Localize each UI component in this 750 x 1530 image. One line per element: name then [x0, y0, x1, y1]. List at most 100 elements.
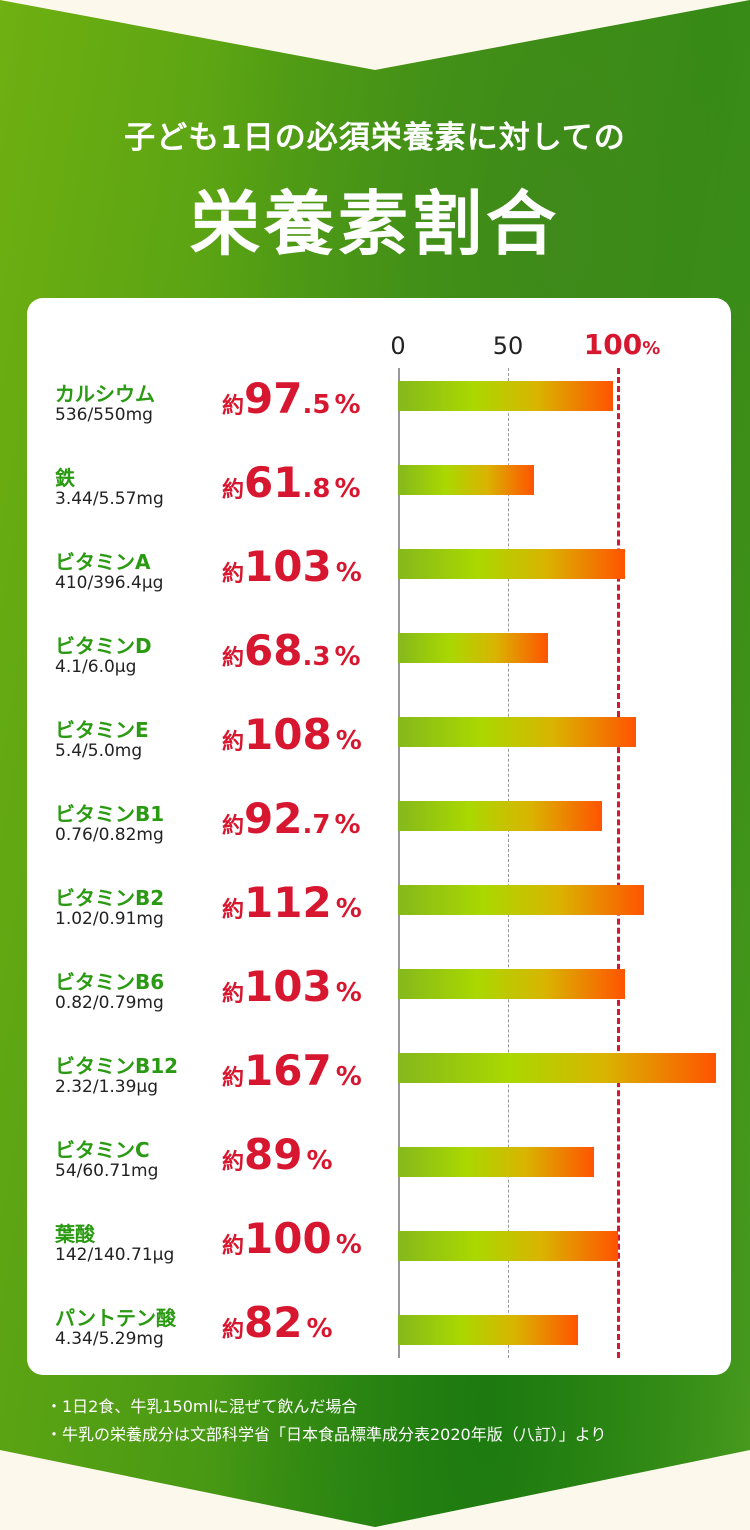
- chart-row: ビタミンD 4.1/6.0μg 約68.3%: [0, 626, 750, 714]
- data-label: 約89%: [222, 1130, 333, 1179]
- prefix: 約: [222, 394, 245, 419]
- chart-row: ビタミンC 54/60.71mg 約89%: [0, 1130, 750, 1218]
- bar: [398, 465, 534, 495]
- unit: %: [306, 1146, 333, 1176]
- unit: %: [334, 474, 361, 504]
- chart-card: [27, 298, 731, 1375]
- chart-row: ビタミンA 410/396.4μg 約103%: [0, 542, 750, 630]
- value-int: 112: [244, 878, 332, 927]
- prefix: 約: [222, 1318, 245, 1343]
- nutrient-name: カルシウム: [55, 382, 155, 406]
- data-label: 約61.8%: [222, 458, 361, 507]
- tick-label-0: 0: [390, 332, 406, 360]
- prefix: 約: [222, 1150, 245, 1175]
- prefix: 約: [222, 1234, 245, 1259]
- prefix: 約: [222, 814, 245, 839]
- axis-zero-line: [398, 368, 400, 1358]
- data-label: 約97.5%: [222, 374, 361, 423]
- data-label: 約103%: [222, 962, 362, 1011]
- chart-row: ビタミンB6 0.82/0.79mg 約103%: [0, 962, 750, 1050]
- bar: [398, 1147, 594, 1177]
- value-int: 82: [244, 1298, 303, 1347]
- nutrient-amount: 0.82/0.79mg: [55, 993, 164, 1013]
- chart-row: カルシウム 536/550mg 約97.5%: [0, 374, 750, 462]
- nutrient-amount: 3.44/5.57mg: [55, 489, 164, 509]
- nutrient-amount: 1.02/0.91mg: [55, 909, 164, 929]
- nutrient-amount: 2.32/1.39μg: [55, 1077, 159, 1097]
- subtitle: 子ども1日の必須栄養素に対しての: [124, 120, 626, 156]
- value-int: 100: [244, 1214, 332, 1263]
- reference-line-100: [617, 368, 620, 1358]
- footnotes: ・1日2食、牛乳150mlに混ぜて飲んだ場合 ・牛乳の栄養成分は文部科学省「日本…: [46, 1393, 606, 1449]
- nutrient-name: 葉酸: [55, 1222, 95, 1246]
- value-dec: .8: [302, 474, 331, 504]
- value-int: 92: [244, 794, 303, 843]
- chart-row: ビタミンE 5.4/5.0mg 約108%: [0, 710, 750, 798]
- prefix: 約: [222, 730, 245, 755]
- chart-row: 葉酸 142/140.71μg 約100%: [0, 1214, 750, 1302]
- unit: %: [335, 1230, 362, 1260]
- nutrient-amount: 410/396.4μg: [55, 573, 164, 593]
- nutrient-amount: 536/550mg: [55, 405, 153, 425]
- data-label: 約167%: [222, 1046, 362, 1095]
- tick-label-50: 50: [492, 332, 524, 360]
- unit: %: [334, 642, 361, 672]
- prefix: 約: [222, 1066, 245, 1091]
- chart-row: 鉄 3.44/5.57mg 約61.8%: [0, 458, 750, 546]
- data-label: 約92.7%: [222, 794, 361, 843]
- unit: %: [306, 1314, 333, 1344]
- bar: [398, 1315, 579, 1345]
- nutrient-name: ビタミンB6: [55, 970, 165, 994]
- chart-row: ビタミンB2 1.02/0.91mg 約112%: [0, 878, 750, 966]
- nutrient-name: ビタミンB1: [55, 802, 165, 826]
- value-dec: .5: [302, 390, 331, 420]
- bar: [398, 1053, 716, 1083]
- nutrient-name: ビタミンB2: [55, 886, 165, 910]
- prefix: 約: [222, 646, 245, 671]
- bar: [398, 381, 613, 411]
- bar: [398, 969, 625, 999]
- nutrient-amount: 142/140.71μg: [55, 1245, 175, 1265]
- nutrient-amount: 54/60.71mg: [55, 1161, 159, 1181]
- unit: %: [335, 894, 362, 924]
- prefix: 約: [222, 478, 245, 503]
- value-int: 103: [244, 962, 332, 1011]
- nutrient-name: ビタミンA: [55, 550, 151, 574]
- prefix: 約: [222, 898, 245, 923]
- value-int: 167: [244, 1046, 332, 1095]
- nutrient-name: ビタミンB12: [55, 1054, 179, 1078]
- footnote: ・牛乳の栄養成分は文部科学省「日本食品標準成分表2020年版（八訂）」より: [46, 1425, 607, 1444]
- data-label: 約68.3%: [222, 626, 361, 675]
- data-label: 約112%: [222, 878, 362, 927]
- data-label: 約82%: [222, 1298, 333, 1347]
- bar: [398, 801, 602, 831]
- unit: %: [335, 726, 362, 756]
- prefix: 約: [222, 562, 245, 587]
- value-dec: .3: [302, 642, 331, 672]
- unit: %: [335, 978, 362, 1008]
- value-int: 89: [244, 1130, 303, 1179]
- nutrient-name: パントテン酸: [55, 1306, 176, 1330]
- gridline-50: [508, 368, 509, 1358]
- unit: %: [334, 390, 361, 420]
- unit: %: [335, 558, 362, 588]
- bar: [398, 1231, 618, 1261]
- chart-row: ビタミンB12 2.32/1.39μg 約167%: [0, 1046, 750, 1134]
- value-int: 108: [244, 710, 332, 759]
- data-label: 約103%: [222, 542, 362, 591]
- tick-label-100: 100%: [583, 328, 661, 361]
- bar: [398, 717, 636, 747]
- data-label: 約108%: [222, 710, 362, 759]
- value-int: 103: [244, 542, 332, 591]
- value-int: 97: [244, 374, 303, 423]
- nutrient-name: ビタミンC: [55, 1138, 150, 1162]
- value-dec: .7: [302, 810, 331, 840]
- value-int: 61: [244, 458, 303, 507]
- footnote: ・1日2食、牛乳150mlに混ぜて飲んだ場合: [46, 1397, 358, 1416]
- nutrient-amount: 0.76/0.82mg: [55, 825, 164, 845]
- unit: %: [335, 1062, 362, 1092]
- nutrient-amount: 4.1/6.0μg: [55, 657, 137, 677]
- unit: %: [334, 810, 361, 840]
- bar: [398, 633, 549, 663]
- bar: [398, 885, 645, 915]
